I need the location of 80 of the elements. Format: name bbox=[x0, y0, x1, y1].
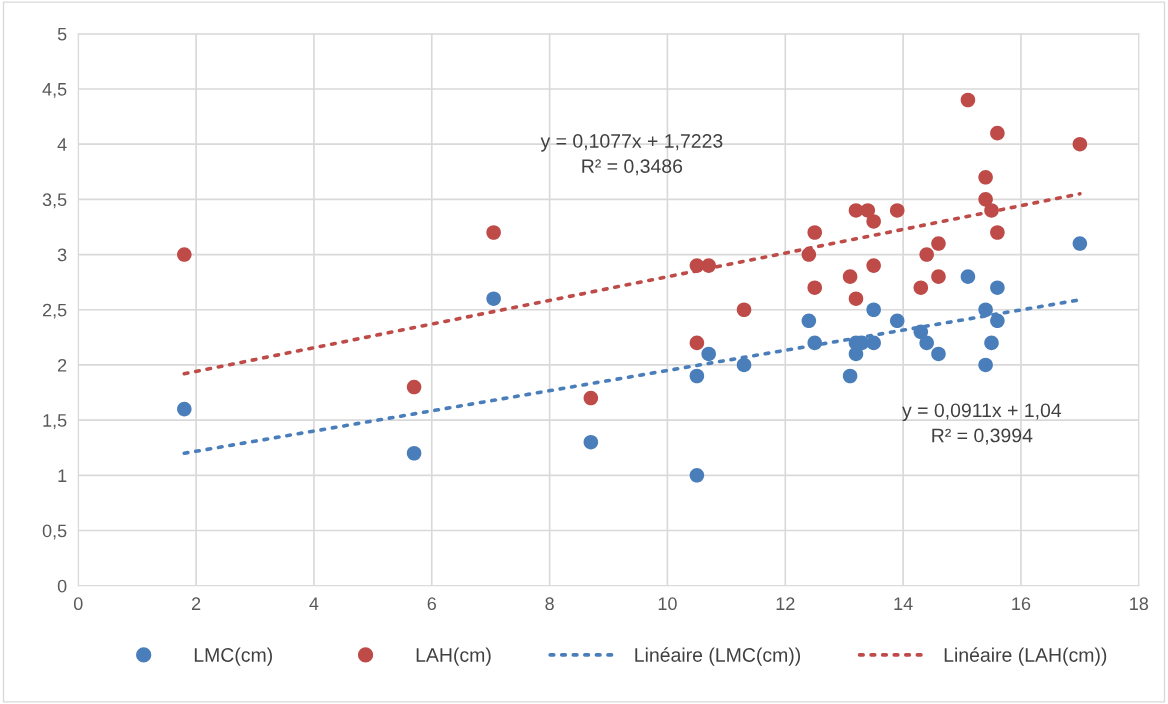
point bbox=[919, 335, 934, 351]
point bbox=[848, 291, 864, 306]
point bbox=[701, 258, 716, 273]
annotation: y = 0,0911x + 1,04 R² = 0,3994 bbox=[902, 403, 1062, 445]
point bbox=[889, 203, 905, 218]
point bbox=[866, 258, 881, 273]
point bbox=[406, 445, 422, 461]
x-tick-label: 6 bbox=[427, 597, 436, 611]
point bbox=[583, 434, 599, 450]
point bbox=[931, 236, 946, 251]
legend-label: LMC(cm) bbox=[194, 647, 272, 666]
point bbox=[866, 302, 881, 318]
y-tick-label: 3,5 bbox=[42, 193, 67, 209]
y-tick-label: 3 bbox=[57, 248, 67, 262]
point bbox=[736, 302, 752, 318]
point bbox=[913, 324, 929, 340]
point bbox=[931, 269, 946, 284]
y-tick-label: 4 bbox=[57, 138, 67, 151]
y-tick-label: 4,5 bbox=[42, 83, 67, 98]
point bbox=[689, 368, 705, 384]
y-tick-label: 2 bbox=[58, 358, 67, 372]
point bbox=[842, 269, 858, 284]
point bbox=[177, 247, 192, 262]
x-tick-label: 14 bbox=[894, 597, 913, 610]
point bbox=[406, 379, 422, 395]
point bbox=[990, 225, 1005, 240]
point bbox=[801, 247, 817, 262]
point bbox=[978, 302, 993, 318]
y-tick-label: 0 bbox=[57, 579, 67, 593]
point bbox=[689, 468, 705, 483]
x-tick-label: 0 bbox=[73, 597, 83, 611]
point bbox=[978, 170, 993, 185]
x-tick-label: 12 bbox=[776, 597, 795, 610]
x-tick-label: 10 bbox=[658, 597, 677, 611]
point bbox=[842, 368, 858, 384]
x-tick-label: 8 bbox=[545, 597, 554, 611]
point bbox=[978, 192, 993, 207]
point bbox=[583, 390, 599, 406]
point bbox=[931, 346, 946, 362]
point bbox=[1072, 136, 1088, 152]
point bbox=[486, 225, 501, 240]
point bbox=[736, 357, 752, 373]
point bbox=[848, 346, 864, 362]
point bbox=[990, 313, 1005, 329]
point bbox=[990, 125, 1005, 141]
point bbox=[807, 225, 823, 240]
point bbox=[701, 346, 716, 362]
y-tick-label: 5 bbox=[57, 27, 67, 41]
point bbox=[990, 280, 1005, 295]
point bbox=[848, 203, 864, 218]
point bbox=[486, 291, 501, 306]
x-tick-label: 2 bbox=[191, 597, 201, 610]
point bbox=[919, 247, 934, 262]
point bbox=[1072, 236, 1088, 251]
point bbox=[801, 313, 817, 329]
point bbox=[807, 280, 823, 295]
x-tick-label: 18 bbox=[1130, 597, 1149, 611]
point bbox=[913, 280, 929, 295]
y-tick-label: 2,5 bbox=[42, 303, 67, 319]
point bbox=[860, 203, 876, 218]
x-tick-label: 4 bbox=[309, 597, 319, 610]
point bbox=[807, 335, 823, 351]
point bbox=[866, 214, 881, 229]
annotation: y = 0,1077x + 1,7223 R² = 0,3486 bbox=[540, 134, 723, 176]
x-tick-label: 16 bbox=[1012, 597, 1031, 611]
legend-label: Linéaire (LAH(cm)) bbox=[944, 647, 1107, 666]
legend-label: Linéaire (LMC(cm)) bbox=[635, 647, 801, 666]
point bbox=[984, 335, 999, 351]
point bbox=[960, 269, 976, 284]
y-tick-label: 1,5 bbox=[43, 414, 67, 429]
point bbox=[960, 92, 976, 108]
point bbox=[889, 313, 905, 329]
point bbox=[689, 335, 705, 351]
y-tick-label: 1 bbox=[58, 469, 67, 482]
point bbox=[177, 401, 192, 417]
y-tick-label: 0,5 bbox=[42, 524, 67, 540]
legend-label: LAH(cm) bbox=[416, 647, 491, 666]
point bbox=[978, 357, 993, 373]
point bbox=[866, 335, 881, 351]
point bbox=[984, 203, 999, 218]
